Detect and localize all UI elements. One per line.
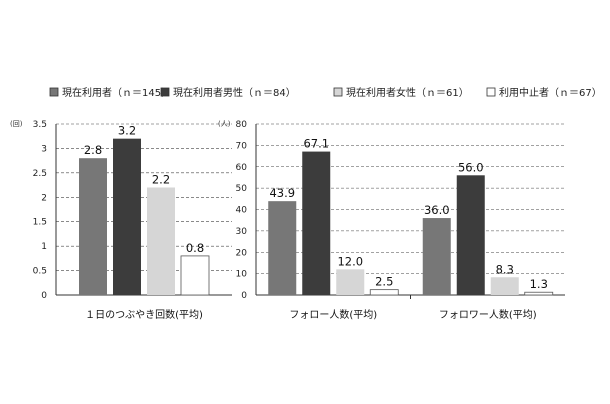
chart-2-bar bbox=[336, 269, 365, 295]
chart-1-data-label: 2.8 bbox=[84, 143, 102, 157]
legend-swatch-1 bbox=[49, 87, 59, 97]
chart-1-ytick-label: 3.5 bbox=[33, 120, 47, 130]
chart-2-ytick-label: 60 bbox=[236, 163, 248, 173]
chart-2-data-label: 67.1 bbox=[303, 137, 329, 151]
chart-1-ytick-label: 2 bbox=[41, 193, 47, 203]
chart-1-data-label: 2.2 bbox=[152, 173, 170, 187]
legend-label-2: 現在利用者男性（ｎ＝84） bbox=[173, 86, 296, 99]
chart-2-ytick-label: 70 bbox=[236, 141, 248, 151]
chart-1-bar bbox=[79, 158, 107, 295]
chart-1-ytick-label: 0 bbox=[41, 291, 47, 301]
chart-2-bar bbox=[456, 175, 485, 295]
legend-label-4: 利用中止者（ｎ＝67） bbox=[499, 86, 602, 99]
chart-2-data-label: 12.0 bbox=[337, 254, 363, 268]
chart-1-ytick-label: 0.5 bbox=[33, 267, 47, 277]
legend-swatch-4 bbox=[486, 87, 496, 97]
chart-1-ytick-label: 3 bbox=[41, 144, 47, 154]
chart-1-data-label: 3.2 bbox=[118, 124, 136, 138]
chart-1-ytick-label: 1 bbox=[41, 242, 47, 252]
chart-2-unit-label: (人) bbox=[218, 120, 231, 128]
chart-2-ytick-label: 50 bbox=[236, 184, 248, 194]
chart-2-ytick-label: 80 bbox=[236, 120, 248, 130]
chart-1-bar bbox=[113, 138, 141, 295]
chart-2-bar bbox=[422, 218, 451, 295]
chart-2-ytick-label: 10 bbox=[236, 270, 248, 280]
legend-swatch-3 bbox=[333, 87, 343, 97]
chart-2-category-label: フォロー人数(平均) bbox=[289, 308, 377, 321]
chart-1-data-label: 0.8 bbox=[186, 241, 204, 255]
chart-2-ytick-label: 30 bbox=[236, 227, 248, 237]
chart-2-category-label: フォロワー人数(平均) bbox=[439, 308, 537, 321]
chart-2-ytick-label: 40 bbox=[236, 206, 248, 216]
chart-1-category-label: １日のつぶやき回数(平均) bbox=[85, 308, 203, 321]
legend-swatch-2 bbox=[160, 87, 170, 97]
chart-2-data-label: 36.0 bbox=[424, 203, 450, 217]
chart-2-bar bbox=[268, 201, 297, 295]
chart-2-data-label: 2.5 bbox=[375, 275, 393, 289]
chart-2-bar bbox=[369, 289, 399, 296]
legend-label-3: 現在利用者女性（ｎ＝61） bbox=[346, 86, 469, 99]
legend-label-1: 現在利用者（ｎ＝145） bbox=[62, 87, 171, 99]
chart-1-bar bbox=[147, 187, 175, 295]
chart-2-ytick-label: 0 bbox=[241, 291, 247, 301]
chart-1-ytick-label: 1.5 bbox=[33, 218, 47, 228]
chart-2-bar bbox=[524, 291, 554, 296]
chart-1-unit-label: (回) bbox=[10, 120, 23, 128]
chart-2-data-label: 43.9 bbox=[269, 186, 295, 200]
chart-2-ytick-label: 20 bbox=[236, 248, 248, 258]
chart-2-data-label: 1.3 bbox=[530, 277, 548, 291]
chart-1-ytick-label: 2.5 bbox=[33, 169, 47, 179]
chart-2-data-label: 56.0 bbox=[458, 160, 484, 174]
chart-1-bar bbox=[180, 255, 210, 296]
chart-2-data-label: 8.3 bbox=[496, 262, 514, 276]
chart-2-bar bbox=[302, 151, 331, 295]
chart-2-bar bbox=[490, 277, 519, 295]
